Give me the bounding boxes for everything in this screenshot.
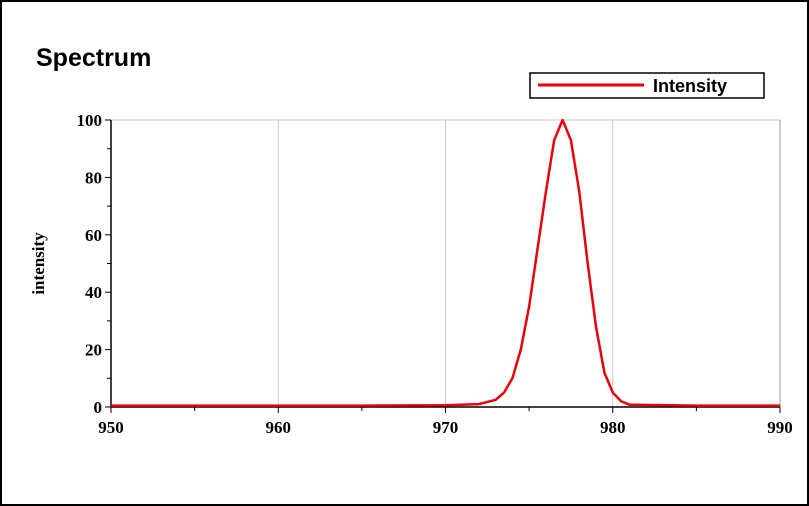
y-tick-label: 0 <box>94 398 103 417</box>
legend: Intensity <box>529 72 765 99</box>
y-tick-label: 80 <box>85 168 102 187</box>
x-tick-label: 960 <box>266 418 292 437</box>
x-tick-label: 970 <box>433 418 459 437</box>
intensity-series-line <box>111 118 780 407</box>
x-tick-label: 950 <box>98 418 124 437</box>
axes-layer: 950 960 970 980 990 0 20 40 60 80 100 intensity <box>29 111 793 437</box>
chart-title: Spectrum <box>36 44 152 72</box>
y-tick-label: 40 <box>85 283 102 302</box>
grid-layer <box>277 120 781 407</box>
y-axis-label: intensity <box>29 232 48 295</box>
series-layer <box>111 118 780 407</box>
legend-label: Intensity <box>653 76 727 96</box>
y-tick-label: 100 <box>77 111 103 130</box>
y-tick-label: 60 <box>85 226 102 245</box>
x-tick-label: 980 <box>600 418 626 437</box>
x-tick-label: 990 <box>767 418 793 437</box>
y-tick-label: 20 <box>85 341 102 360</box>
